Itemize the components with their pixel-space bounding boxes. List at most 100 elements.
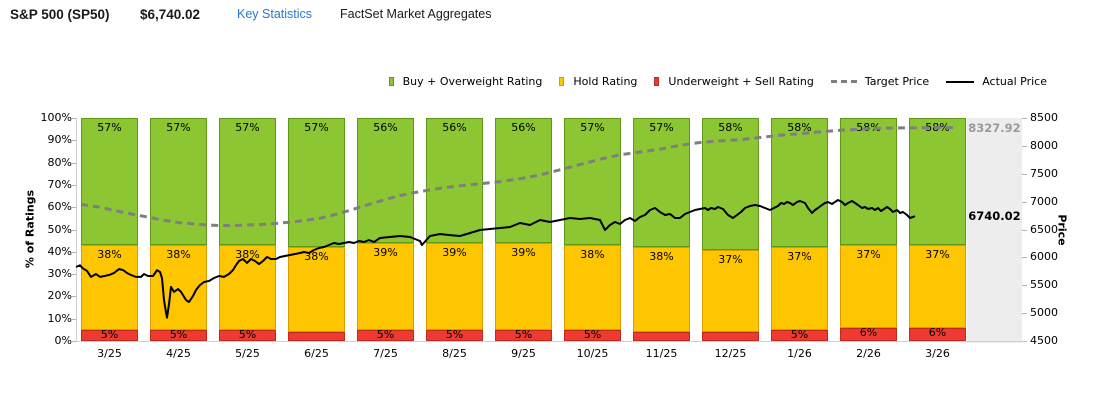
legend-item-underweight-sell-rating[interactable]: Underweight + Sell Rating xyxy=(654,75,814,88)
percent-axis-tick-label: 40% xyxy=(47,244,72,258)
underweight-sell-segment[interactable] xyxy=(840,327,897,341)
tick-mark xyxy=(71,162,76,164)
underweight-sell-segment[interactable] xyxy=(564,329,621,341)
underweight-sell-segment[interactable] xyxy=(219,329,276,341)
buy-overweight-segment[interactable] xyxy=(909,118,966,246)
percent-axis-tick-label: 50% xyxy=(47,222,72,236)
legend-item-actual-price[interactable]: Actual Price xyxy=(946,75,1047,88)
bar-column-2-26: 58% 37% 6% xyxy=(840,118,897,341)
x-axis-label: 4/25 xyxy=(166,347,191,360)
percent-axis-tick-label: 100% xyxy=(40,111,72,124)
bar-column-9-25: 56% 39% 5% xyxy=(495,118,552,341)
bar-value-label: 5% xyxy=(376,327,395,341)
x-axis-label: 1/26 xyxy=(787,347,812,360)
buy-overweight-segment[interactable] xyxy=(840,118,897,246)
legend-label: Actual Price xyxy=(982,75,1047,88)
tick-mark xyxy=(71,274,76,276)
percent-axis-tick-label: 90% xyxy=(47,133,72,147)
bar-value-label: 5% xyxy=(445,327,464,341)
x-axis-label: 3/26 xyxy=(925,347,950,360)
buy-overweight-segment[interactable] xyxy=(219,118,276,246)
bar-value-label: 56% xyxy=(373,121,398,134)
bar-value-label: 37% xyxy=(787,250,812,264)
underweight-sell-segment[interactable] xyxy=(633,332,690,341)
bar-value-label: 57% xyxy=(97,121,122,134)
tick-mark xyxy=(1022,145,1027,147)
underweight-sell-segment[interactable] xyxy=(81,329,138,341)
tick-mark xyxy=(1022,118,1027,119)
buy-overweight-segment[interactable] xyxy=(357,118,414,243)
bar-value-label: 39% xyxy=(373,245,398,259)
bar-value-label: 5% xyxy=(100,327,119,341)
x-axis-label: 10/25 xyxy=(576,347,609,360)
buy-overweight-segment[interactable] xyxy=(702,118,759,250)
bar-column-3-25: 57% 38% 5% xyxy=(81,118,138,341)
bar-value-label: 5% xyxy=(583,327,602,341)
y-axis-line xyxy=(76,118,77,341)
bar-column-1-26: 58% 37% 5% xyxy=(771,118,828,341)
bar-value-label: 37% xyxy=(925,248,950,262)
key-statistics-link[interactable]: Key Statistics xyxy=(237,7,313,21)
future-value-panel xyxy=(967,118,1022,343)
source-title: FactSet Market Aggregates xyxy=(340,7,492,21)
bar-column-12-25: 58% 37% xyxy=(702,118,759,341)
underweight-sell-segment[interactable] xyxy=(426,329,483,341)
instrument-last-price: $6,740.02 xyxy=(140,7,201,22)
tick-mark xyxy=(1022,313,1027,315)
tick-mark xyxy=(1022,173,1027,175)
buy-overweight-segment[interactable] xyxy=(771,118,828,248)
percent-axis-tick-label: 20% xyxy=(47,289,72,303)
underweight-sell-segment[interactable] xyxy=(771,329,828,341)
tick-mark xyxy=(71,118,76,119)
percent-axis-tick-label: 70% xyxy=(47,177,72,191)
actual-price-value-label: 6740.02 xyxy=(968,209,1021,224)
bar-value-label: 5% xyxy=(169,327,188,341)
underweight-sell-segment[interactable] xyxy=(357,329,414,341)
buy-overweight-segment[interactable] xyxy=(288,118,345,248)
target-price-value-label: 8327.92 xyxy=(968,120,1021,135)
bar-value-label: 57% xyxy=(304,121,329,134)
tick-mark xyxy=(1022,341,1027,342)
legend-label: Hold Rating xyxy=(573,75,638,88)
underweight-sell-segment[interactable] xyxy=(495,329,552,341)
tick-mark xyxy=(71,184,76,186)
x-axis-label: 2/26 xyxy=(856,347,881,360)
legend-item-buy-overweight-rating[interactable]: Buy + Overweight Rating xyxy=(388,75,542,88)
target-price-swatch-icon xyxy=(830,80,857,83)
price-axis-tick-label: 8500 xyxy=(1030,111,1058,124)
buy-overweight-segment[interactable] xyxy=(633,118,690,248)
bar-column-8-25: 56% 39% 5% xyxy=(426,118,483,341)
hold-rating-swatch-icon xyxy=(559,77,565,86)
buy-overweight-segment[interactable] xyxy=(564,118,621,246)
bar-value-label: 58% xyxy=(718,121,743,134)
bar-value-label: 39% xyxy=(511,245,536,259)
x-axis-label: 8/25 xyxy=(442,347,467,360)
x-axis-line xyxy=(76,341,1023,342)
price-axis-tick-label: 5000 xyxy=(1030,306,1058,320)
legend-item-hold-rating[interactable]: Hold Rating xyxy=(559,75,637,88)
legend-label: Underweight + Sell Rating xyxy=(668,75,814,88)
buy-overweight-segment[interactable] xyxy=(495,118,552,243)
bar-value-label: 39% xyxy=(442,245,467,259)
percent-axis-tick-label: 30% xyxy=(47,267,72,281)
bar-value-label: 5% xyxy=(238,327,257,341)
underweight-sell-segment[interactable] xyxy=(288,332,345,341)
legend: Buy + Overweight Rating Hold Rating Underw… xyxy=(372,75,1047,88)
buy-overweight-segment[interactable] xyxy=(426,118,483,243)
x-axis-label: 7/25 xyxy=(373,347,398,360)
buy-overweight-segment[interactable] xyxy=(150,118,207,246)
x-axis-label: 6/25 xyxy=(304,347,329,360)
buy-overweight-rating-swatch-icon xyxy=(388,77,394,86)
bar-value-label: 57% xyxy=(580,121,605,134)
bar-value-label: 38% xyxy=(580,248,605,262)
buy-overweight-segment[interactable] xyxy=(81,118,138,246)
underweight-sell-segment[interactable] xyxy=(702,332,759,341)
legend-item-target-price[interactable]: Target Price xyxy=(830,75,929,88)
bar-value-label: 38% xyxy=(235,248,260,262)
price-axis-tick-label: 8000 xyxy=(1030,138,1058,152)
bar-column-6-25: 57% 38% xyxy=(288,118,345,341)
x-axis-label: 3/25 xyxy=(97,347,122,360)
underweight-sell-segment[interactable] xyxy=(150,329,207,341)
underweight-sell-segment[interactable] xyxy=(909,327,966,341)
